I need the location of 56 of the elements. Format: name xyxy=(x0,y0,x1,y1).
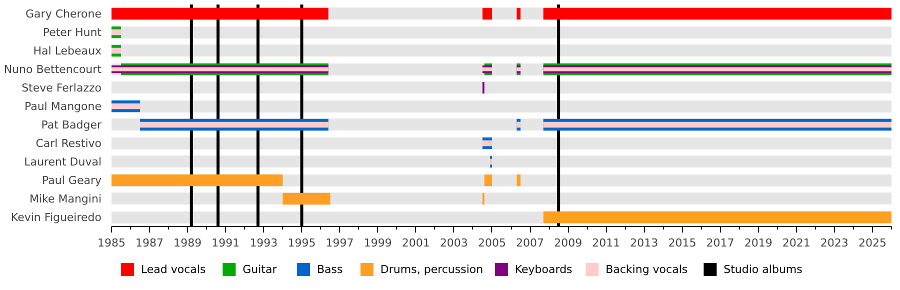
bar xyxy=(543,122,892,128)
legend-label: Keyboards xyxy=(514,263,573,276)
x-tick-label: 1985 xyxy=(98,236,126,250)
legend-label: Studio albums xyxy=(724,263,803,276)
bar xyxy=(112,174,283,186)
x-tick-label: 2001 xyxy=(402,236,430,250)
bar xyxy=(112,29,122,36)
x-tick-label: 2005 xyxy=(478,236,506,250)
bar xyxy=(140,122,328,128)
legend-label: Lead vocals xyxy=(140,263,206,276)
x-tick-label: 2009 xyxy=(554,236,582,250)
bar xyxy=(282,192,330,205)
y-tick-label: Hal Lebeaux xyxy=(33,44,102,58)
y-tick-label: Peter Hunt xyxy=(42,26,102,39)
y-tick-label: Paul Geary xyxy=(42,174,102,187)
x-tick-label: 2017 xyxy=(706,236,734,250)
x-tick-label: 1991 xyxy=(212,236,240,250)
bar xyxy=(112,48,122,54)
bar xyxy=(482,140,492,146)
x-tick-label: 1989 xyxy=(174,236,202,250)
bar xyxy=(112,103,140,110)
legend-label: Guitar xyxy=(242,263,278,276)
x-tick-label: 2023 xyxy=(820,236,848,250)
y-tick-label: Carl Restivo xyxy=(36,136,102,150)
bar xyxy=(516,122,521,128)
x-tick-label: 1993 xyxy=(250,236,278,250)
x-tick-label: 2019 xyxy=(744,236,772,250)
bar xyxy=(516,8,521,20)
legend-label: Bass xyxy=(316,263,344,276)
y-tick-label: Nuno Bettencourt xyxy=(4,62,102,76)
y-tick-label: Mike Mangini xyxy=(29,192,102,206)
x-tick-label: 1997 xyxy=(326,236,354,250)
y-tick-label: Pat Badger xyxy=(41,118,102,132)
x-tick-label: 2013 xyxy=(630,236,658,250)
x-tick-label: 1987 xyxy=(136,236,164,250)
y-tick-label: Laurent Duval xyxy=(24,155,102,168)
x-tick-label: 2015 xyxy=(668,236,696,250)
y-tick-label: Steve Ferlazzo xyxy=(22,81,102,94)
y-tick-label: Kevin Figueiredo xyxy=(10,210,102,224)
x-tick-label: 2025 xyxy=(858,236,886,250)
bar xyxy=(543,8,892,20)
x-tick-label: 1999 xyxy=(364,236,392,250)
bar xyxy=(543,211,892,224)
legend-label: Backing vocals xyxy=(606,263,688,276)
x-tick-label: 2021 xyxy=(782,236,810,250)
x-tick-label: 2011 xyxy=(592,236,620,250)
bar xyxy=(516,174,521,186)
x-tick-label: 2007 xyxy=(516,236,544,250)
legend-label: Drums, percussion xyxy=(380,263,484,276)
x-tick-label: 2003 xyxy=(440,236,468,250)
y-tick-label: Gary Cherone xyxy=(26,7,102,20)
x-tick-label: 1995 xyxy=(288,236,316,250)
bar xyxy=(484,174,492,186)
y-tick-label: Paul Mangone xyxy=(24,100,102,113)
bar xyxy=(482,8,492,20)
bar xyxy=(112,8,328,20)
